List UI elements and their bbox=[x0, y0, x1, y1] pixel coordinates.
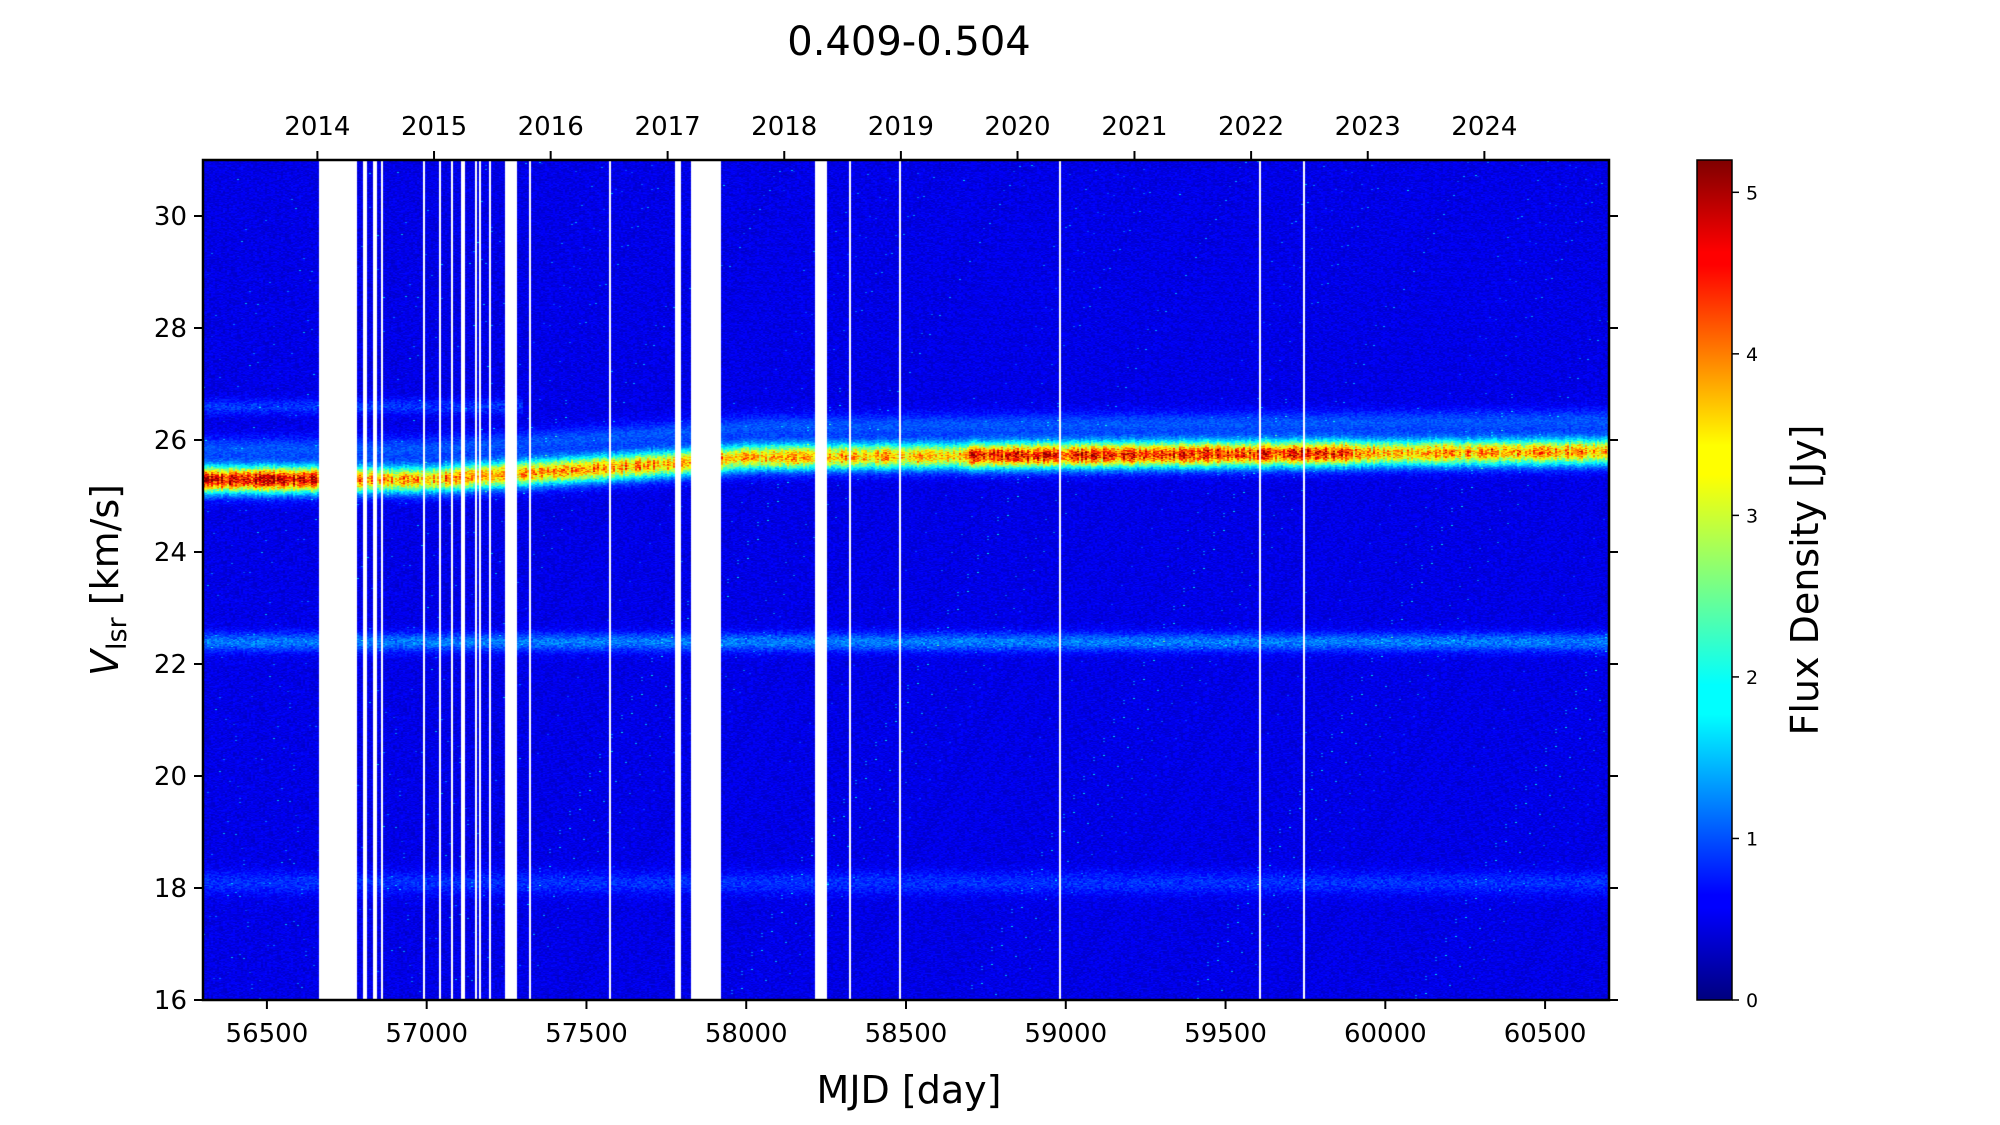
heatmap-image bbox=[203, 160, 1609, 1000]
x-tick-label: 60000 bbox=[1344, 1019, 1427, 1049]
x-tick-label: 56500 bbox=[226, 1019, 309, 1049]
top-tick-label: 2014 bbox=[284, 112, 350, 142]
top-tick-label: 2020 bbox=[984, 112, 1050, 142]
x-tick-label: 60500 bbox=[1504, 1019, 1587, 1049]
x-tick-label: 58000 bbox=[705, 1019, 788, 1049]
y-tick-label: 20 bbox=[154, 762, 187, 792]
x-tick-label: 57500 bbox=[545, 1019, 628, 1049]
top-tick-label: 2016 bbox=[518, 112, 584, 142]
x-tick-label: 57000 bbox=[385, 1019, 468, 1049]
y-axis-title-sub: lsr bbox=[102, 616, 133, 650]
colorbar-tick-label: 0 bbox=[1746, 990, 1758, 1012]
y-tick-label: 26 bbox=[154, 426, 187, 456]
top-tick-label: 2021 bbox=[1101, 112, 1167, 142]
colorbar-title: Flux Density [Jy] bbox=[1783, 425, 1827, 736]
top-tick-label: 2018 bbox=[751, 112, 817, 142]
y-axis-title: Vlsr [km/s] bbox=[83, 484, 133, 676]
top-tick-label: 2024 bbox=[1451, 112, 1517, 142]
colorbar-tick-label: 4 bbox=[1746, 344, 1758, 366]
top-tick-label: 2019 bbox=[868, 112, 934, 142]
x-axis: 56500 57000 57500 58000 58500 59000 59500 60000… bbox=[226, 1000, 1587, 1049]
top-tick-label: 2017 bbox=[635, 112, 701, 142]
x-axis-title: MJD [day] bbox=[817, 1068, 1002, 1112]
top-year-axis: 2014 2015 2016 2017 2018 2019 2020 2021 2022 2023… bbox=[284, 112, 1517, 160]
y-axis-title-tail: [km/s] bbox=[83, 484, 127, 617]
y-tick-label: 30 bbox=[154, 202, 187, 232]
top-tick-label: 2023 bbox=[1335, 112, 1401, 142]
y-tick-label: 28 bbox=[154, 314, 187, 344]
top-tick-label: 2015 bbox=[401, 112, 467, 142]
colorbar-tick-label: 2 bbox=[1746, 667, 1758, 689]
y-tick-label: 16 bbox=[154, 986, 187, 1016]
colorbar-tick-label: 3 bbox=[1746, 505, 1758, 527]
top-tick-label: 2022 bbox=[1218, 112, 1284, 142]
x-tick-label: 58500 bbox=[865, 1019, 948, 1049]
y-tick-label: 24 bbox=[154, 538, 187, 568]
x-tick-label: 59000 bbox=[1024, 1019, 1107, 1049]
y-axis-title-main: V bbox=[83, 647, 127, 676]
y-tick-label: 18 bbox=[154, 874, 187, 904]
y-tick-label: 22 bbox=[154, 650, 187, 680]
colorbar-axis: 0 1 2 3 4 5 bbox=[1732, 182, 1758, 1012]
colorbar-tick-label: 1 bbox=[1746, 828, 1758, 850]
chart-title: 0.409-0.504 bbox=[787, 19, 1030, 65]
colorbar bbox=[1696, 159, 1733, 1001]
x-tick-label: 59500 bbox=[1184, 1019, 1267, 1049]
y-axis: 16 18 20 22 24 26 28 30 bbox=[154, 202, 1618, 1016]
colorbar-tick-label: 5 bbox=[1746, 182, 1758, 204]
